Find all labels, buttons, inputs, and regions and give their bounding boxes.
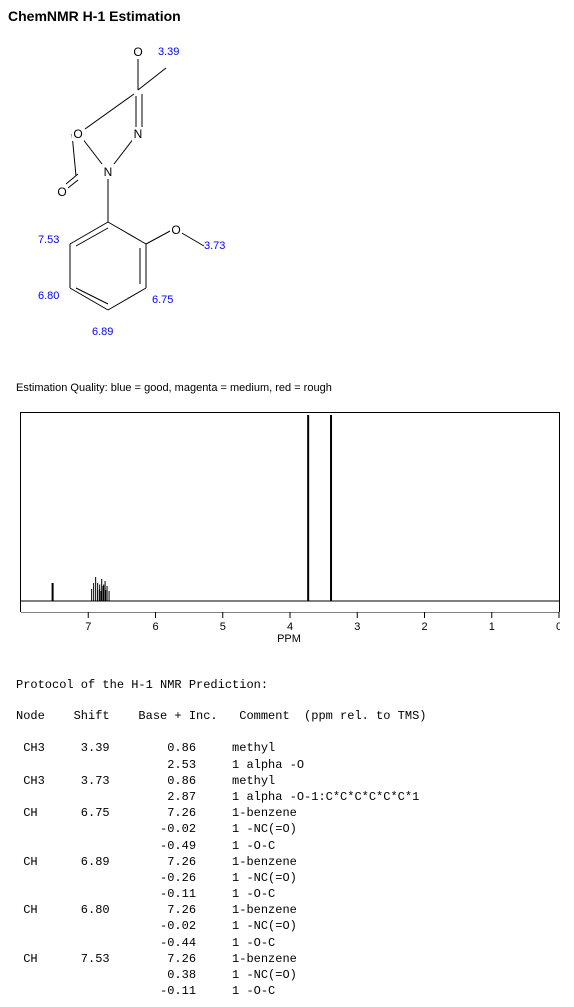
axis-svg: 0 1 2 3 4 5 6 7 PPM: [20, 612, 560, 648]
shift-label: 3.39: [158, 46, 179, 58]
molecule-svg: O O N N O O: [48, 44, 308, 364]
svg-text:PPM: PPM: [277, 633, 301, 645]
protocol-heading: Protocol of the H-1 NMR Prediction:: [16, 678, 566, 692]
svg-text:2: 2: [421, 621, 427, 633]
svg-text:4: 4: [287, 621, 293, 633]
quality-legend: Estimation Quality: blue = good, magenta…: [16, 382, 566, 394]
svg-text:N: N: [134, 127, 143, 141]
svg-text:6: 6: [152, 621, 158, 633]
page-title: ChemNMR H-1 Estimation: [8, 8, 566, 24]
svg-text:7: 7: [85, 621, 91, 633]
shift-label: 7.53: [38, 234, 59, 246]
svg-text:3: 3: [354, 621, 360, 633]
svg-text:O: O: [171, 223, 180, 237]
shift-label: 6.75: [152, 294, 173, 306]
svg-text:0: 0: [556, 621, 560, 633]
spectrum-axis: 0 1 2 3 4 5 6 7 PPM: [20, 612, 560, 648]
spectrum-svg: [21, 413, 559, 611]
svg-text:O: O: [73, 127, 82, 141]
protocol-table: Node Shift Base + Inc. Comment (ppm rel.…: [16, 708, 566, 999]
nmr-spectrum: [20, 412, 560, 612]
svg-text:N: N: [104, 165, 113, 179]
svg-text:1: 1: [489, 621, 495, 633]
svg-text:O: O: [57, 185, 66, 199]
shift-label: 6.89: [92, 326, 113, 338]
molecule-structure: OONNOO 3.397.533.736.806.756.89: [48, 44, 308, 364]
shift-label: 6.80: [38, 290, 59, 302]
shift-label: 3.73: [204, 240, 225, 252]
svg-text:O: O: [133, 45, 142, 59]
svg-text:5: 5: [220, 621, 226, 633]
